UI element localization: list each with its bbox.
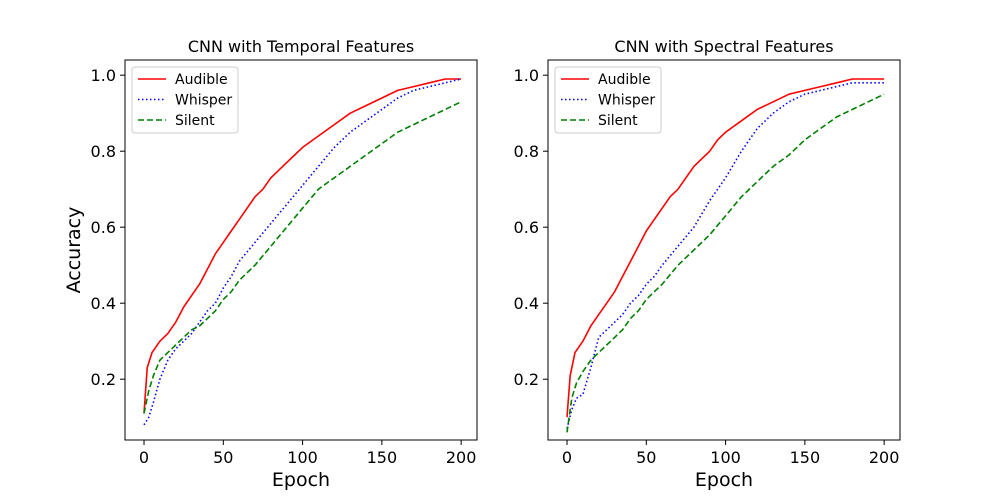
axes-frame	[124, 59, 478, 441]
series-line-whisper	[566, 82, 885, 429]
y-tick-label: 0.8	[514, 142, 539, 161]
legend-box	[554, 66, 662, 134]
legend-box	[131, 66, 239, 134]
x-axis-label: Epoch	[272, 469, 330, 491]
legend-label: Whisper	[598, 93, 655, 109]
axes-frame	[547, 59, 901, 441]
legend-label: Silent	[175, 113, 215, 129]
y-axis-label: Accuracy	[63, 207, 85, 294]
series-line-silent	[143, 101, 462, 414]
y-tick-label: 1.0	[91, 66, 116, 85]
y-tick-label: 0.6	[514, 218, 539, 237]
legend-label: Whisper	[175, 93, 232, 109]
subplot-title: CNN with Spectral Features	[614, 37, 833, 56]
legend-label: Silent	[598, 113, 638, 129]
x-tick-label: 150	[367, 448, 398, 467]
y-tick-label: 0.4	[514, 294, 539, 313]
y-tick-label: 0.2	[91, 370, 116, 389]
y-tick-label: 1.0	[514, 66, 539, 85]
x-tick-label: 100	[287, 448, 318, 467]
x-tick-label: 150	[790, 448, 821, 467]
subplot-spectral: CNN with Spectral Features 0 50 100 150 2000…	[514, 37, 901, 491]
legend: Audible Whisper Silent	[131, 66, 239, 134]
legend-label: Audible	[598, 72, 651, 88]
y-tick-label: 0.2	[514, 370, 539, 389]
legend: Audible Whisper Silent	[554, 66, 662, 134]
y-tick-label: 0.6	[91, 218, 116, 237]
x-axis-label: Epoch	[695, 469, 753, 491]
x-tick-label: 100	[710, 448, 741, 467]
series-line-silent	[566, 93, 885, 433]
series-line-whisper	[143, 78, 462, 426]
x-tick-label: 50	[636, 448, 656, 467]
subplot-temporal: CNN with Temporal Features 0 50 100 150 2000…	[63, 37, 478, 491]
x-tick-label: 200	[446, 448, 477, 467]
plot-area: 0 50 100 150 200 0.2 0.4 0.6 0.8 1.0 Audible Whispe…	[514, 59, 901, 467]
x-tick-label: 0	[139, 448, 149, 467]
series-line-audible	[143, 78, 462, 414]
x-tick-label: 200	[869, 448, 900, 467]
subplot-title: CNN with Temporal Features	[188, 37, 414, 56]
y-tick-label: 0.8	[91, 142, 116, 161]
y-tick-label: 0.4	[91, 294, 116, 313]
x-tick-label: 0	[562, 448, 572, 467]
x-tick-label: 50	[213, 448, 233, 467]
series-line-audible	[566, 78, 885, 418]
legend-label: Audible	[175, 72, 228, 88]
plot-area: 0 50 100 150 200 0.2 0.4 0.6 0.8 1.0 Audible Whispe…	[91, 59, 478, 467]
